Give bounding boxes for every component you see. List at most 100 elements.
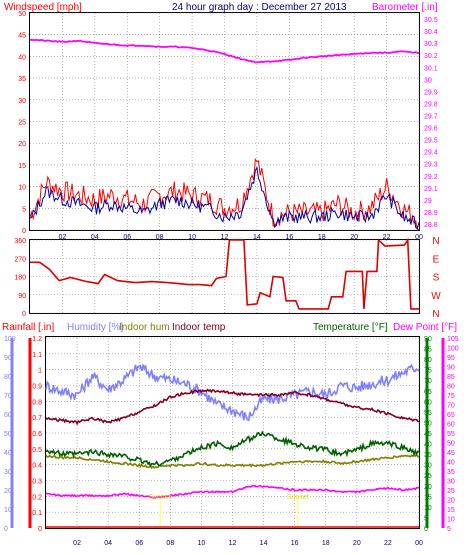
windspeed-tick-label: 15 (18, 163, 26, 170)
dew-tick-label: 105 (447, 336, 459, 343)
series-line-5 (45, 484, 420, 499)
temp-tick-label: 70 (424, 378, 432, 385)
direction-plot-frame (29, 239, 420, 314)
time-tick-label: 18 (318, 234, 326, 241)
compass-label: N (432, 236, 439, 247)
windspeed-tick-label: 45 (18, 33, 26, 40)
time-tick-label: 06 (135, 540, 143, 547)
temp-tick-label: 50 (424, 420, 432, 427)
dew-tick-label: 25 (447, 488, 455, 495)
humidity-tick-label: 80 (4, 374, 12, 381)
time-tick-label: 18 (322, 540, 330, 547)
legend-indoor-temp: Indoor temp (172, 322, 226, 333)
temp-tick-label: 0 (424, 526, 428, 533)
humidity-tick-label: 20 (4, 488, 12, 495)
barometer-tick-label: 29.2 (424, 174, 438, 181)
dew-tick-label: 15 (447, 507, 455, 514)
time-tick-label: 02 (59, 234, 67, 241)
time-tick-label: 00 (415, 540, 423, 547)
wind-baro-plot-frame (29, 12, 420, 231)
windspeed-tick-label: 30 (18, 98, 26, 105)
barometer-tick-label: 29.3 (424, 162, 438, 169)
temp-tick-label: 20 (424, 484, 432, 491)
dew-tick-label: 90 (447, 365, 455, 372)
barometer-tick-label: 30.2 (424, 53, 438, 60)
dew-tick-label: 55 (447, 431, 455, 438)
rain-tick-label: 0.6 (32, 431, 42, 438)
dew-tick-label: 5 (447, 526, 451, 533)
time-tick-label: 20 (350, 234, 358, 241)
windspeed-tick-label: 40 (18, 54, 26, 61)
dew-tick-label: 60 (447, 422, 455, 429)
barometer-tick-label: 29.6 (424, 126, 438, 133)
time-tick-label: 08 (156, 234, 164, 241)
windspeed-tick-label: 35 (18, 76, 26, 83)
legend-rainfall: Rainfall [.in] (2, 322, 54, 333)
dew-tick-label: 10 (447, 517, 455, 524)
temp-tick-label: 30 (424, 463, 432, 470)
dew-tick-label: 100 (447, 346, 459, 353)
dew-tick-label: 50 (447, 441, 455, 448)
time-tick-label: 16 (285, 234, 293, 241)
barometer-tick-label: 29.4 (424, 150, 438, 157)
temp-tick-label: 35 (424, 452, 432, 459)
rain-tick-label: 0.3 (32, 479, 42, 486)
rain-tick-label: 0.5 (32, 447, 42, 454)
rain-tick-label: 0 (38, 526, 42, 533)
time-tick-label: 16 (291, 540, 299, 547)
direction-tick-label: 90 (18, 293, 26, 300)
series-line-2 (45, 453, 420, 470)
time-tick-label: 12 (221, 234, 229, 241)
temp-tick-label: 5 (424, 515, 428, 522)
dew-tick-label: 85 (447, 374, 455, 381)
weather-plot-frame (45, 336, 420, 529)
humidity-tick-label: 60 (4, 412, 12, 419)
compass-label: E (433, 254, 440, 265)
compass-label: N (432, 309, 439, 320)
barometer-tick-label: 30.3 (424, 41, 438, 48)
temp-tick-label: 45 (424, 431, 432, 438)
windspeed-tick-label: 25 (18, 120, 26, 127)
sunset-label: Sunset (287, 494, 309, 501)
barometer-tick-label: 29.1 (424, 186, 438, 193)
barometer-tick-label: 30.5 (424, 17, 438, 24)
chart-title: 24 hour graph day : December 27 2013 (172, 2, 347, 13)
dew-tick-label: 70 (447, 403, 455, 410)
windspeed-tick-label: 10 (18, 185, 26, 192)
humidity-tick-label: 40 (4, 450, 12, 457)
rain-tick-label: 0.2 (32, 494, 42, 501)
dew-tick-label: 75 (447, 393, 455, 400)
legend-temperature: Temperature [°F] (313, 322, 388, 333)
barometer-tick-label: 28.8 (424, 222, 438, 229)
dew-tick-label: 30 (447, 479, 455, 486)
barometer-tick-label: 29.7 (424, 113, 438, 120)
temp-tick-label: 40 (424, 442, 432, 449)
humidity-tick-label: 70 (4, 393, 12, 400)
legend-indoor-hum: Indoor hum (119, 322, 170, 333)
barometer-tick-label: 29 (424, 198, 432, 205)
direction-tick-label: 180 (14, 275, 26, 282)
rain-tick-label: 0.7 (32, 415, 42, 422)
time-tick-label: 22 (384, 540, 392, 547)
windspeed-tick-label: 0 (22, 228, 26, 235)
dew-tick-label: 45 (447, 450, 455, 457)
temp-tick-label: 80 (424, 357, 432, 364)
humidity-tick-label: 10 (4, 507, 12, 514)
legend-dew-point: Dew Point [°F] (393, 322, 457, 333)
time-tick-label: 06 (123, 234, 131, 241)
humidity-tick-label: 0 (4, 526, 8, 533)
temp-tick-label: 55 (424, 410, 432, 417)
temp-tick-label: 25 (424, 473, 432, 480)
barometer-tick-label: 29.9 (424, 89, 438, 96)
time-tick-label: 14 (260, 540, 268, 547)
barometer-tick-label: 30.1 (424, 65, 438, 72)
time-tick-label: 10 (188, 234, 196, 241)
dew-tick-label: 35 (447, 469, 455, 476)
windspeed-tick-label: 20 (18, 141, 26, 148)
legend-humidity: Humidity [%] (67, 322, 123, 333)
time-tick-label: 04 (91, 234, 99, 241)
temp-tick-label: 10 (424, 505, 432, 512)
series-line-4 (45, 430, 420, 468)
